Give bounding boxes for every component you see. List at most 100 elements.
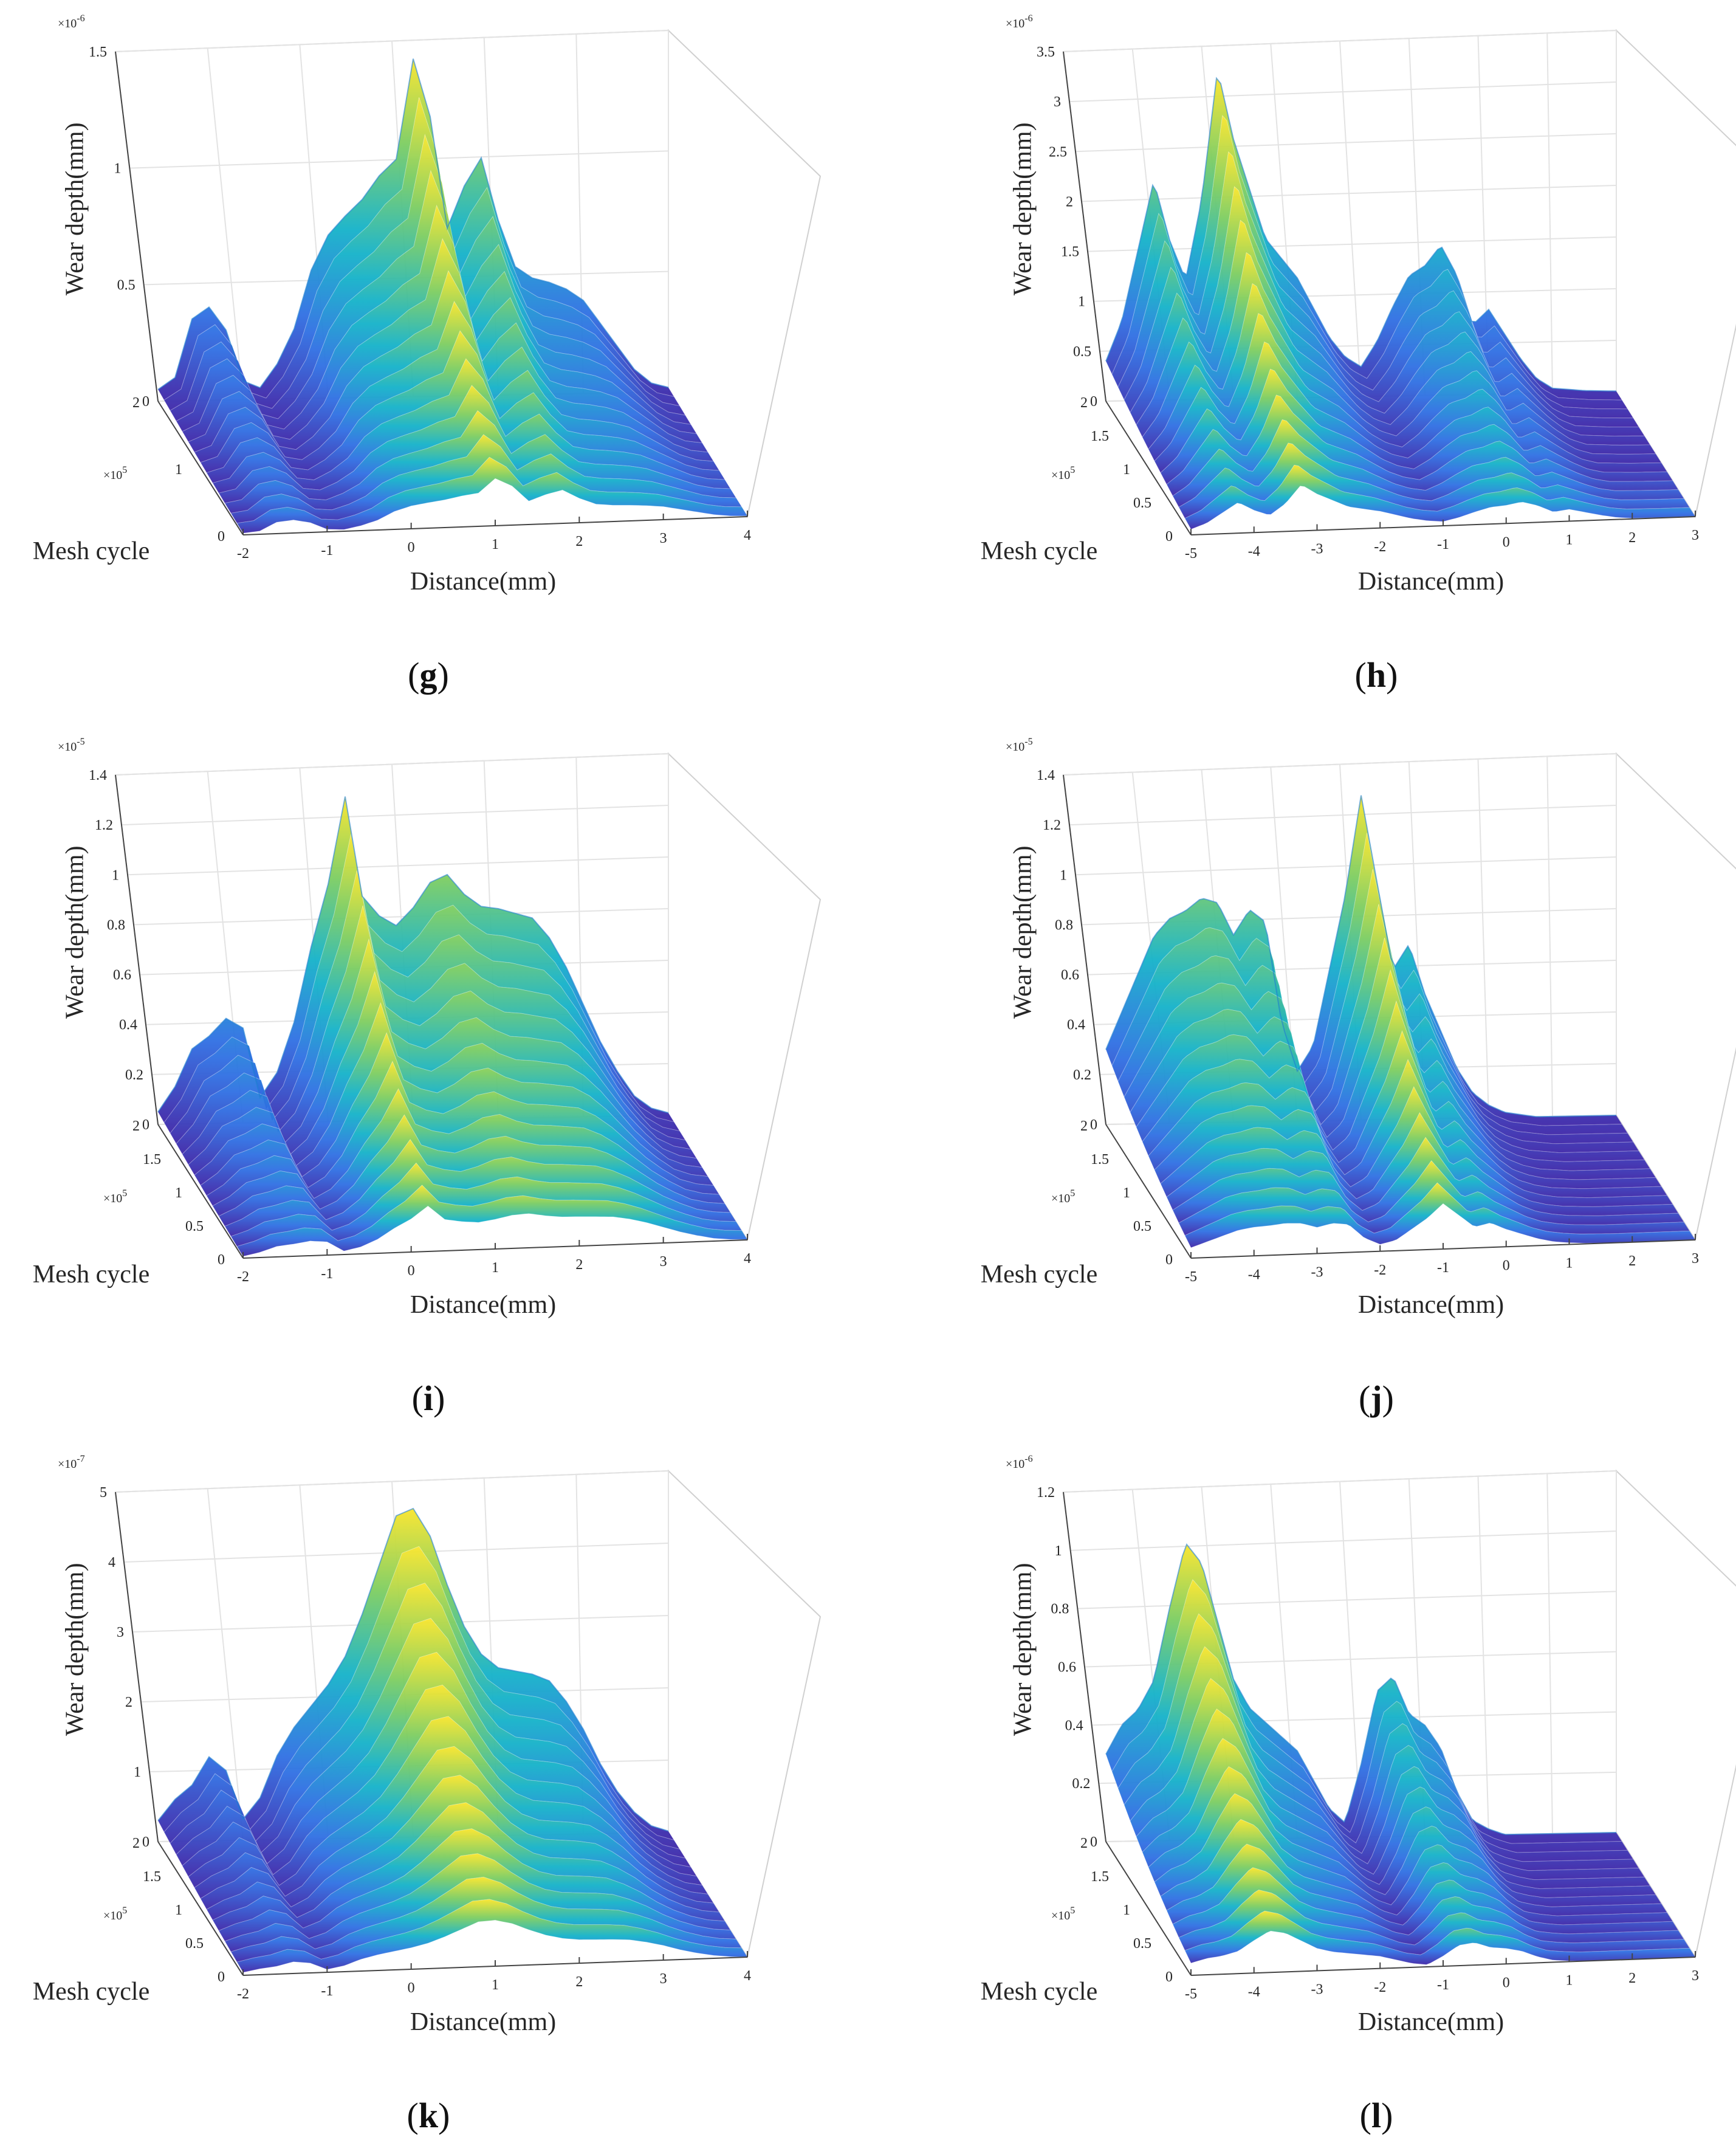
z-tick-label: 1.5 [1061,244,1079,260]
x-axis-label: Distance(mm) [1358,1291,1504,1319]
chart-panel-k: 0 1 2 3 4 5 -2 -1 0 1 2 3 4 0 0.5 1 1.5 2 ×10-7 ×105 Distanc… [33,1454,822,2135]
y-tick-label: 1.5 [1091,1869,1109,1885]
y-tick-label: 1 [1123,1185,1130,1201]
z-tick-label: 2 [1066,194,1073,210]
panel-label: (h) [1355,655,1398,695]
y-tick-label: 2 [132,395,140,411]
y-tick-label: 0 [218,1252,225,1268]
z-tick-label: 1.5 [89,44,107,60]
y-axis-line [157,1841,244,1976]
y-tick-label: 1.5 [1091,428,1109,444]
z-tick-label: 3 [117,1625,124,1640]
z-tick-label: 0.2 [1072,1776,1090,1792]
x-gridline [1546,756,1553,1117]
x-tick-label: -1 [1437,1977,1449,1993]
x-tick-label: -2 [237,1986,249,2002]
x-tick-label: -1 [321,1266,333,1282]
z-exponent: ×10-6 [1006,1454,1033,1471]
y-axis-line [1105,401,1192,535]
z-tick-label: 0.5 [1073,344,1091,360]
y-axis-line [157,401,244,535]
y-tick-label: 2 [1080,1836,1088,1851]
x-tick-label: 3 [1692,1968,1699,1984]
x-tick-label: 0 [408,1980,415,1996]
x-tick-label: 3 [1692,528,1699,543]
z-tick-label: 1 [134,1764,141,1780]
z-tick-label: 0.4 [1065,1718,1083,1733]
z-tick-label: 1 [112,867,119,883]
x-tick-label: 3 [1692,1251,1699,1267]
y-axis-label: Mesh cycle [33,1261,149,1289]
z-tick-label: 1 [1078,294,1085,310]
y-exponent: ×105 [1051,1905,1075,1922]
z-axis-line [1063,1492,1106,1842]
x-tick-label: 0 [1503,1975,1510,1991]
x-tick-label: 1 [1566,1256,1573,1272]
z-tick-label: 1 [1055,1543,1062,1559]
x-tick-label: -1 [321,543,333,559]
panel-label: (k) [407,2096,450,2135]
y-tick-label: 2 [1080,1118,1088,1134]
x-axis-label: Distance(mm) [410,2008,556,2036]
x-tick-label: -1 [1437,1260,1449,1276]
x-tick-label: -1 [1437,537,1449,552]
y-axis-line [1105,1841,1192,1976]
x-gridline [1477,1476,1489,1835]
x-gridline [1339,41,1362,397]
z-tick-label: 0.2 [125,1067,143,1083]
x-tick-label: 0 [1503,1258,1510,1273]
z-exponent: ×10-7 [58,1454,85,1471]
z-tick-label: 0 [1090,394,1097,410]
z-tick-label: 1 [114,161,121,177]
surface-profile [1105,1543,1617,1836]
panel-label: (l) [1360,2096,1393,2135]
z-tick-label: 1.2 [1043,817,1061,833]
x-tick-label: 4 [744,1251,751,1267]
chart-panel-l: 0 0.2 0.4 0.6 0.8 1 1.2 -5 -4 -3 -2 -1 0 1 2 3 0 0.5 1 1.5 2… [981,1454,1736,2135]
x-gridline [1546,1473,1553,1834]
z-tick-label: 0.6 [113,968,131,983]
x-tick-label: 1 [492,537,499,552]
z-exponent: ×10-5 [1006,737,1033,754]
x-tick-label: 2 [1628,1253,1636,1269]
chart-panel-j: 0 0.2 0.4 0.6 0.8 1 1.2 1.4 -5 -4 -3 -2 -1 0 1 2 3 0 0.5 1 1… [981,737,1736,1418]
x-tick-label: 3 [660,531,667,546]
x-tick-label: 4 [744,528,751,543]
y-tick-label: 1 [1123,1902,1130,1918]
y-exponent: ×105 [103,1188,127,1205]
x-tick-label: -3 [1311,542,1323,557]
x-tick-label: 1 [1566,532,1573,548]
x-tick-label: 1 [1566,1973,1573,1989]
y-tick-label: 1 [175,1185,182,1201]
z-exponent: ×10-6 [58,13,85,30]
x-tick-label: 2 [1628,1970,1636,1986]
x-axis-label: Distance(mm) [410,568,556,596]
z-tick-label: 0.6 [1061,968,1079,983]
x-tick-label: -2 [237,546,249,562]
y-axis-label: Mesh cycle [981,1261,1097,1289]
surface-profile [1105,77,1617,392]
chart-panel-i: 0 0.2 0.4 0.6 0.8 1 1.2 1.4 -2 -1 0 1 2 3 4 0 0.5 1 1.5 2 ×1… [33,737,822,1418]
z-tick-label: 0 [142,394,149,410]
surface-profile [157,1507,669,1832]
z-axis-label: Wear depth(mm) [61,122,89,295]
x-tick-label: 2 [1628,530,1636,546]
panel-label: (j) [1359,1378,1394,1418]
x-gridline [207,1488,244,1840]
y-tick-label: 0.5 [1133,1219,1151,1234]
z-tick-label: 0.8 [1051,1602,1069,1617]
x-tick-label: -2 [1374,1980,1386,1995]
y-exponent: ×105 [103,1905,127,1922]
surface-profile [157,58,669,390]
z-tick-label: 1.4 [89,768,107,783]
x-tick-label: -2 [1374,1262,1386,1278]
z-tick-label: 0 [1090,1117,1097,1133]
y-axis-line [1105,1124,1192,1259]
chart-panel-g: 0 0.5 1 1.5 -2 -1 0 1 2 3 4 0 1 2 ×10-6 ×105 Distance(mm… [33,13,822,695]
z-axis-line [115,51,159,402]
z-axis-line [115,774,159,1125]
z-tick-label: 0 [1090,1834,1097,1850]
z-tick-label: 5 [100,1485,107,1501]
z-axis-label: Wear depth(mm) [1009,845,1037,1019]
